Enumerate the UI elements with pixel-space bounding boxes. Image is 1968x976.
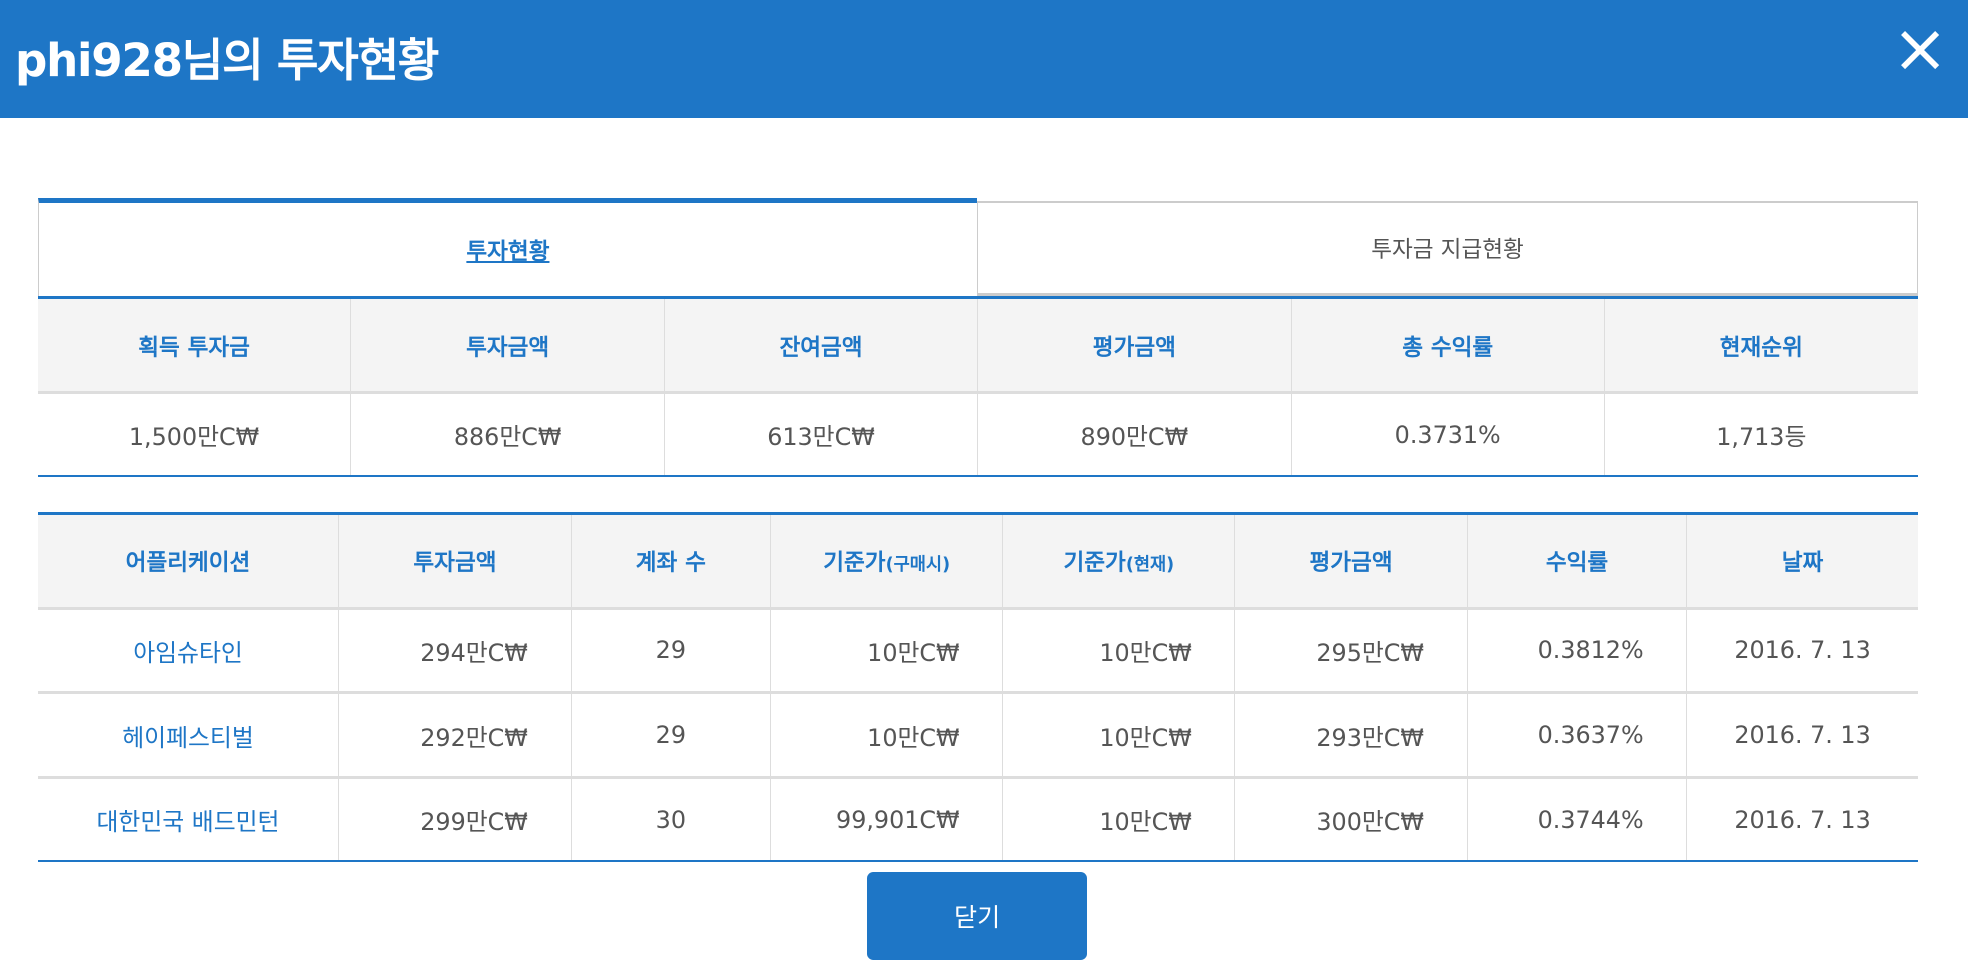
cell: 299만C₩ (338, 777, 572, 862)
detail-table: 어플리케이션 투자금액 계좌 수 기준가(구매시) 기준가(현재) 평가금액 수… (37, 512, 1918, 863)
tab-bar: 투자현황 투자금 지급현황 (37, 198, 1918, 297)
tab-investment-status[interactable]: 투자현황 (37, 198, 978, 297)
col-invest-amount: 투자금액 (338, 513, 572, 610)
col-return: 수익률 (1466, 513, 1687, 610)
cell: 10만C₩ (1002, 777, 1235, 862)
app-link[interactable]: 아임슈타인 (37, 608, 339, 695)
cell: 295만C₩ (1234, 608, 1468, 695)
label-sub: (현재) (1125, 555, 1175, 576)
dialog-title: phi928님의 투자현황 (15, 34, 439, 88)
cell: 2016. 7. 13 (1686, 777, 1918, 862)
summary-row: 1,500만C₩ 886만C₩ 613만C₩ 890만C₩ 0.3731% 1,… (38, 392, 1918, 477)
cell: 293만C₩ (1234, 692, 1468, 779)
close-button[interactable]: 닫기 (867, 872, 1087, 961)
cell: 300만C₩ (1234, 777, 1468, 862)
table-row: 아임슈타인 294만C₩ 29 10만C₩ 10만C₩ 295만C₩ 0.381… (37, 608, 1918, 695)
table-row: 대한민국 배드민턴 299만C₩ 30 99,901C₩ 10만C₩ 300만C… (38, 777, 1918, 862)
total-return-value: 0.3731% (1290, 392, 1605, 477)
rank-value: 1,713등 (1603, 392, 1918, 477)
col-base-price-purchase: 기준가(구매시) (770, 513, 1003, 610)
cell: 10만C₩ (1002, 692, 1235, 779)
cell: 2016. 7. 13 (1686, 692, 1918, 779)
col-acquired: 획득 투자금 (37, 297, 351, 394)
cell: 0.3812% (1466, 608, 1687, 695)
cell: 0.3744% (1466, 777, 1687, 862)
cell: 0.3637% (1466, 692, 1687, 779)
cell: 292만C₩ (338, 692, 572, 779)
col-rank: 현재순위 (1603, 297, 1918, 394)
cell: 2016. 7. 13 (1686, 608, 1918, 695)
col-remaining: 잔여금액 (663, 297, 978, 394)
col-base-price-current: 기준가(현재) (1002, 513, 1235, 610)
col-app: 어플리케이션 (37, 513, 339, 610)
col-accounts: 계좌 수 (570, 513, 771, 610)
summary-header-row: 획득 투자금 투자금액 잔여금액 평가금액 총 수익률 현재순위 (37, 297, 1918, 394)
close-icon[interactable] (1895, 25, 1945, 75)
label-sub: (구매시) (885, 555, 951, 576)
cell: 10만C₩ (1002, 608, 1235, 695)
cell: 10만C₩ (770, 608, 1003, 695)
cell: 99,901C₩ (770, 777, 1003, 862)
col-date: 날짜 (1686, 513, 1918, 610)
remaining-value: 613만C₩ (663, 392, 978, 477)
table-row: 헤이페스티벌 292만C₩ 29 10만C₩ 10만C₩ 293만C₩ 0.36… (37, 692, 1918, 779)
app-link[interactable]: 헤이페스티벌 (37, 692, 339, 779)
col-valuation: 평가금액 (1234, 513, 1468, 610)
label: 기준가 (823, 550, 886, 577)
col-total-return: 총 수익률 (1290, 297, 1605, 394)
dialog-header: phi928님의 투자현황 (0, 0, 1968, 118)
tab-payment-status[interactable]: 투자금 지급현황 (977, 200, 1918, 297)
cell: 10만C₩ (770, 692, 1003, 779)
acquired-value: 1,500만C₩ (128, 423, 260, 452)
cell: 29 (570, 692, 771, 779)
summary-table: 획득 투자금 투자금액 잔여금액 평가금액 총 수익률 현재순위 1,500만C… (37, 296, 1918, 478)
invested-value: 886만C₩ (350, 392, 665, 477)
cell: 29 (570, 608, 771, 695)
col-valuation: 평가금액 (977, 297, 1292, 394)
cell: 294만C₩ (338, 608, 572, 695)
label: 기준가 (1063, 550, 1126, 577)
cell: 30 (570, 777, 771, 862)
col-invested: 투자금액 (350, 297, 665, 394)
app-link[interactable]: 대한민국 배드민턴 (96, 808, 280, 837)
detail-header-row: 어플리케이션 투자금액 계좌 수 기준가(구매시) 기준가(현재) 평가금액 수… (37, 513, 1918, 610)
valuation-value: 890만C₩ (977, 392, 1292, 477)
